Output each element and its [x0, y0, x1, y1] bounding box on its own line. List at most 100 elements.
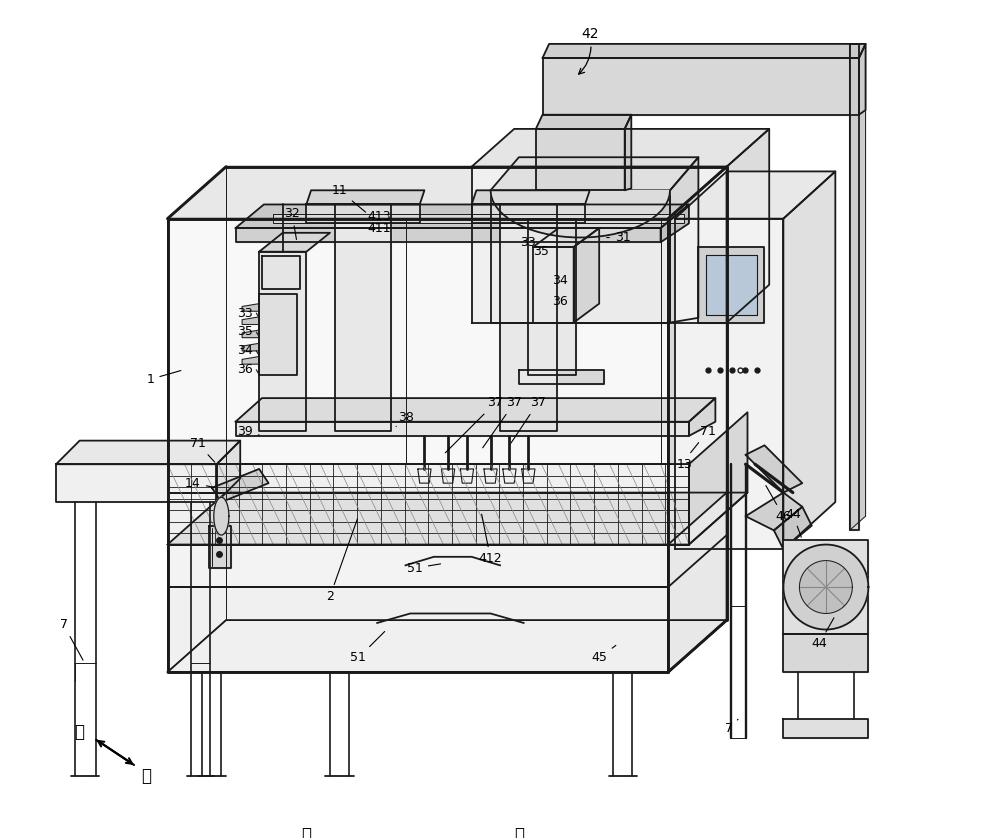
Polygon shape: [168, 493, 747, 545]
Polygon shape: [536, 129, 625, 190]
Polygon shape: [625, 115, 631, 190]
Polygon shape: [850, 44, 859, 530]
Polygon shape: [484, 469, 497, 484]
Polygon shape: [533, 247, 574, 323]
Text: 413: 413: [367, 210, 391, 223]
Text: 412: 412: [479, 515, 502, 565]
Polygon shape: [522, 469, 535, 484]
Text: 7: 7: [60, 618, 83, 660]
Polygon shape: [242, 344, 259, 351]
Polygon shape: [262, 256, 300, 289]
Polygon shape: [783, 540, 868, 634]
Polygon shape: [670, 158, 698, 323]
Polygon shape: [209, 525, 231, 568]
Polygon shape: [536, 115, 631, 129]
Polygon shape: [236, 422, 689, 436]
Polygon shape: [746, 493, 802, 530]
Text: 左: 左: [301, 826, 311, 838]
Polygon shape: [214, 497, 229, 535]
Polygon shape: [212, 469, 269, 502]
Text: 42: 42: [579, 28, 598, 74]
Polygon shape: [306, 204, 420, 224]
Polygon shape: [668, 493, 727, 672]
Text: 51: 51: [350, 632, 385, 665]
Text: 51: 51: [407, 561, 441, 575]
Polygon shape: [441, 469, 455, 484]
Text: 44: 44: [785, 508, 801, 537]
Polygon shape: [783, 634, 868, 672]
Polygon shape: [706, 255, 757, 315]
Text: 右: 右: [514, 826, 524, 838]
Polygon shape: [460, 469, 474, 484]
Polygon shape: [236, 204, 689, 228]
Text: 33: 33: [237, 307, 253, 319]
Polygon shape: [746, 445, 802, 493]
Polygon shape: [675, 219, 783, 549]
Polygon shape: [783, 172, 835, 549]
Text: 44: 44: [811, 618, 834, 650]
Text: 71: 71: [190, 437, 215, 463]
Polygon shape: [528, 219, 576, 375]
Text: 后: 后: [75, 722, 85, 741]
Polygon shape: [472, 204, 585, 224]
Polygon shape: [335, 204, 391, 432]
Polygon shape: [689, 412, 747, 545]
Text: 46: 46: [766, 485, 791, 523]
Polygon shape: [217, 441, 240, 502]
Polygon shape: [56, 441, 240, 464]
Text: 11: 11: [332, 184, 366, 212]
Polygon shape: [242, 303, 259, 311]
Polygon shape: [472, 129, 769, 167]
Polygon shape: [236, 228, 661, 242]
Text: 45: 45: [591, 645, 616, 665]
Polygon shape: [168, 587, 668, 672]
Text: 前: 前: [141, 767, 151, 785]
Text: 37: 37: [445, 396, 503, 453]
Polygon shape: [168, 167, 727, 219]
Text: 35: 35: [237, 325, 253, 339]
Polygon shape: [698, 247, 764, 323]
Text: 37: 37: [511, 396, 546, 443]
Polygon shape: [859, 44, 866, 115]
Polygon shape: [783, 719, 868, 738]
Text: 36: 36: [237, 364, 253, 376]
Text: 36: 36: [552, 295, 567, 308]
Text: 31: 31: [607, 231, 631, 244]
Text: 2: 2: [326, 519, 357, 603]
Polygon shape: [689, 398, 715, 436]
Polygon shape: [242, 317, 259, 324]
Text: 34: 34: [237, 344, 253, 357]
Polygon shape: [543, 44, 866, 58]
Text: 71: 71: [691, 425, 716, 453]
Text: 1: 1: [147, 370, 181, 385]
Polygon shape: [675, 172, 835, 219]
Polygon shape: [574, 228, 599, 323]
Polygon shape: [491, 190, 670, 237]
Polygon shape: [543, 58, 859, 115]
Polygon shape: [259, 294, 297, 375]
Polygon shape: [661, 204, 689, 242]
Polygon shape: [491, 158, 698, 190]
Polygon shape: [668, 167, 727, 672]
Polygon shape: [259, 233, 330, 251]
Polygon shape: [533, 228, 599, 247]
Polygon shape: [168, 493, 668, 672]
Text: 34: 34: [552, 273, 567, 287]
Text: 14: 14: [185, 477, 214, 489]
Polygon shape: [168, 545, 668, 587]
Text: 13: 13: [670, 458, 692, 471]
Text: 37: 37: [483, 396, 522, 447]
Polygon shape: [783, 540, 868, 634]
Polygon shape: [472, 167, 727, 323]
Polygon shape: [519, 370, 604, 384]
Polygon shape: [168, 464, 689, 545]
Polygon shape: [259, 251, 306, 432]
Polygon shape: [774, 507, 812, 549]
Polygon shape: [799, 561, 852, 613]
Polygon shape: [56, 464, 217, 502]
Polygon shape: [491, 190, 670, 323]
Polygon shape: [850, 44, 866, 530]
Polygon shape: [168, 620, 727, 672]
Polygon shape: [472, 190, 590, 204]
Polygon shape: [242, 356, 259, 365]
